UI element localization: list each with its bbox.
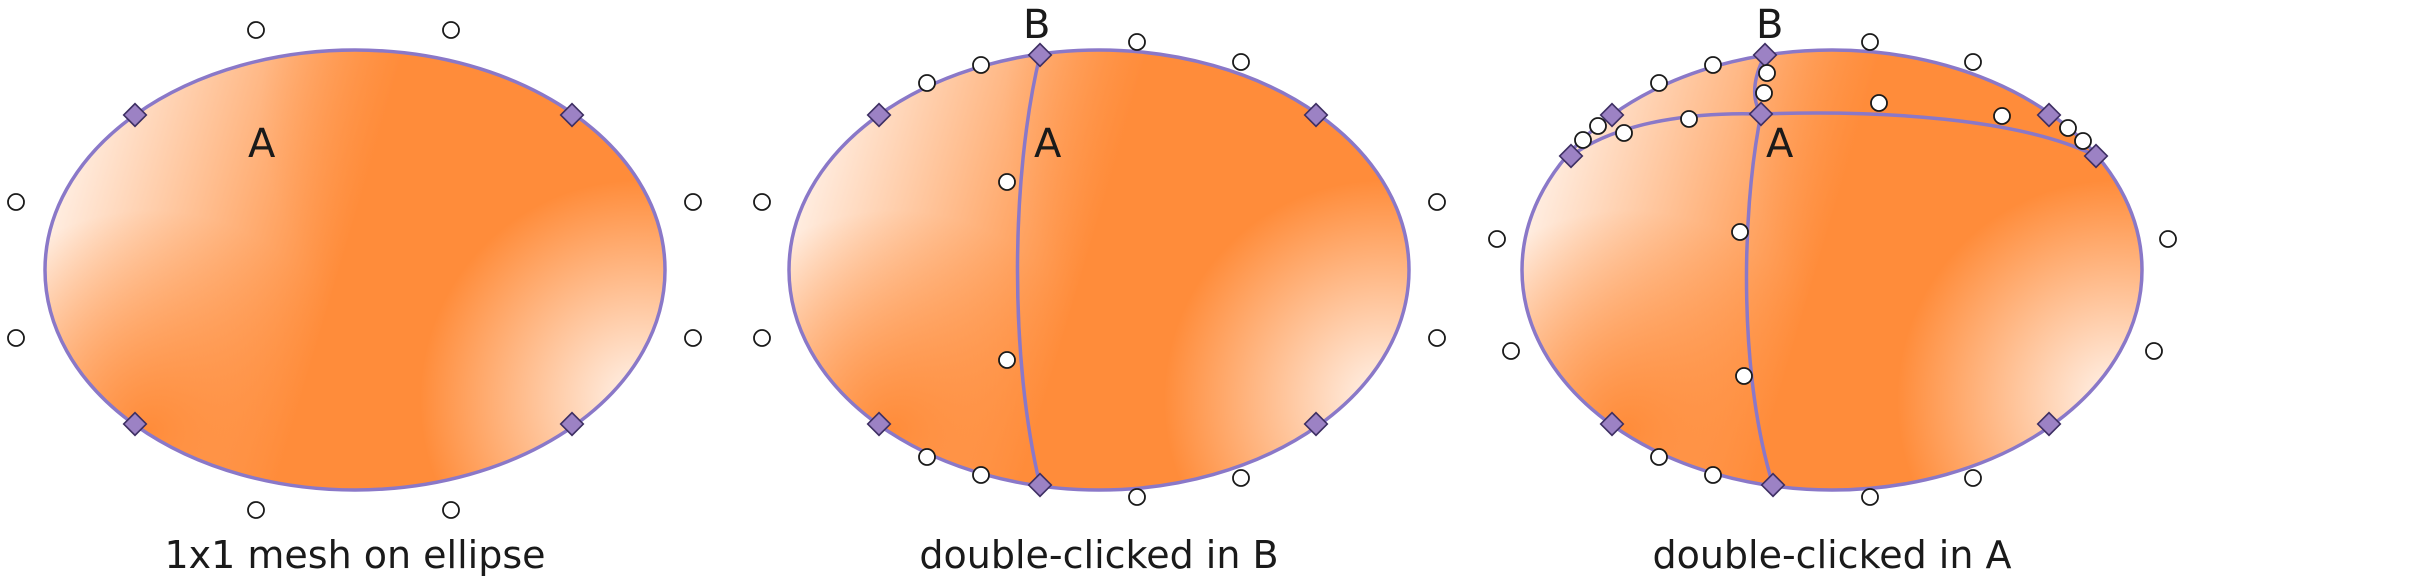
patch-label-b: B <box>1756 2 1783 48</box>
control-handle[interactable] <box>7 329 25 347</box>
control-handle[interactable] <box>1128 33 1146 51</box>
anchor-point[interactable] <box>866 411 892 437</box>
control-handle[interactable] <box>684 329 702 347</box>
control-handle[interactable] <box>1993 107 2011 125</box>
control-handle[interactable] <box>1650 448 1668 466</box>
patch-label-a: A <box>1766 121 1794 167</box>
control-handle[interactable] <box>247 21 265 39</box>
anchor-point[interactable] <box>1748 101 1774 127</box>
control-handle[interactable] <box>2145 342 2163 360</box>
control-handle[interactable] <box>1232 469 1250 487</box>
control-handle[interactable] <box>1964 53 1982 71</box>
control-handle[interactable] <box>1755 84 1773 102</box>
panel-1: A 1x1 mesh on ellipse <box>7 21 702 577</box>
control-handle[interactable] <box>1428 193 1446 211</box>
panel-3: B A double-clicked in A <box>1488 2 2177 577</box>
ellipse-outline <box>43 48 667 492</box>
control-handle[interactable] <box>998 173 1016 191</box>
control-handle[interactable] <box>247 501 265 519</box>
anchor-point[interactable] <box>1599 411 1625 437</box>
anchor-point[interactable] <box>1558 143 1584 169</box>
control-handle[interactable] <box>1128 488 1146 506</box>
control-handle[interactable] <box>1428 329 1446 347</box>
patch-label-a: A <box>248 121 276 167</box>
mesh-line[interactable] <box>1015 54 1042 486</box>
anchor-point[interactable] <box>2036 411 2062 437</box>
control-handles[interactable] <box>7 21 702 519</box>
control-handle[interactable] <box>1731 223 1749 241</box>
control-handle[interactable] <box>753 329 771 347</box>
control-handle[interactable] <box>1735 367 1753 385</box>
control-handle[interactable] <box>1758 64 1776 82</box>
control-handle[interactable] <box>1615 124 1633 142</box>
patch-label-a: A <box>1034 121 1062 167</box>
anchor-point[interactable] <box>866 102 892 128</box>
control-handle[interactable] <box>1861 33 1879 51</box>
anchor-point[interactable] <box>1760 472 1786 498</box>
anchor-point[interactable] <box>559 411 585 437</box>
control-handle[interactable] <box>972 466 990 484</box>
ellipse-fill <box>789 50 1409 490</box>
control-handle[interactable] <box>1650 74 1668 92</box>
control-handle[interactable] <box>1589 117 1607 135</box>
anchor-point[interactable] <box>559 102 585 128</box>
control-handle[interactable] <box>2059 119 2077 137</box>
control-handle[interactable] <box>2074 132 2092 150</box>
anchor-point[interactable] <box>1027 42 1053 68</box>
ellipse-outline <box>1520 48 2144 492</box>
control-handle[interactable] <box>1964 469 1982 487</box>
control-handle[interactable] <box>1574 131 1592 149</box>
anchor-point[interactable] <box>2083 143 2109 169</box>
control-handle[interactable] <box>1870 94 1888 112</box>
control-handle[interactable] <box>442 501 460 519</box>
control-handle[interactable] <box>2159 230 2177 248</box>
anchor-points[interactable] <box>866 42 1329 498</box>
control-handle[interactable] <box>7 193 25 211</box>
ellipse-fill <box>45 50 665 490</box>
control-handle[interactable] <box>998 351 1016 369</box>
control-handle[interactable] <box>1680 110 1698 128</box>
patch-label-b: B <box>1023 2 1050 48</box>
ellipse-fill <box>1522 50 2142 490</box>
control-handle[interactable] <box>972 56 990 74</box>
control-handle[interactable] <box>1502 342 1520 360</box>
anchor-point[interactable] <box>122 411 148 437</box>
control-handle[interactable] <box>684 193 702 211</box>
anchor-point[interactable] <box>122 102 148 128</box>
panel-caption: double-clicked in A <box>1652 533 2011 577</box>
anchor-points[interactable] <box>1558 42 2109 498</box>
anchor-point[interactable] <box>2036 102 2062 128</box>
control-handle[interactable] <box>918 74 936 92</box>
anchor-point[interactable] <box>1303 102 1329 128</box>
mesh-line[interactable] <box>1569 111 2097 158</box>
control-handle[interactable] <box>753 193 771 211</box>
control-handle[interactable] <box>1704 56 1722 74</box>
control-handle[interactable] <box>1861 488 1879 506</box>
control-handle[interactable] <box>1488 230 1506 248</box>
anchor-point[interactable] <box>1027 472 1053 498</box>
anchor-point[interactable] <box>1303 411 1329 437</box>
anchor-point[interactable] <box>1599 102 1625 128</box>
control-handle[interactable] <box>1232 53 1250 71</box>
control-handle[interactable] <box>442 21 460 39</box>
panel-caption: 1x1 mesh on ellipse <box>164 533 545 577</box>
anchor-point[interactable] <box>1752 42 1778 68</box>
anchor-points[interactable] <box>122 102 585 437</box>
control-handle[interactable] <box>918 448 936 466</box>
panel-2: B A double-clicked in B <box>753 2 1446 577</box>
panel-caption: double-clicked in B <box>919 533 1278 577</box>
ellipse-outline <box>787 48 1411 492</box>
control-handle[interactable] <box>1704 466 1722 484</box>
control-handles[interactable] <box>753 33 1446 506</box>
mesh-line[interactable] <box>1744 113 1775 486</box>
control-handles[interactable] <box>1488 33 2177 506</box>
